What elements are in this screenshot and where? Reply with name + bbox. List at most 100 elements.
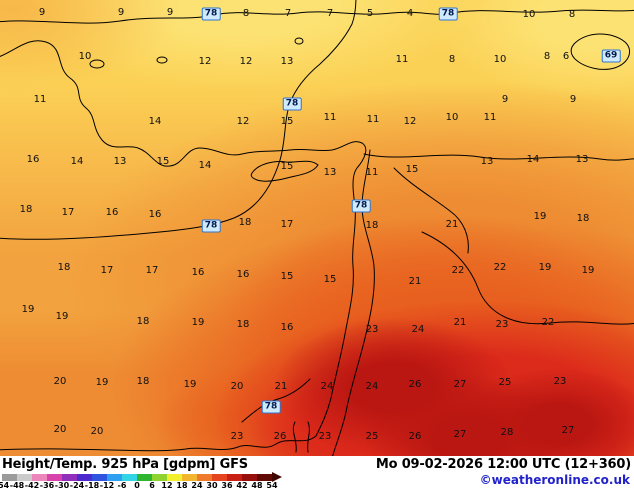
- temp-label: 19: [538, 262, 552, 273]
- copyright-link[interactable]: ©weatheronline.co.uk: [479, 473, 630, 487]
- legend-colorbar: [2, 474, 272, 481]
- temp-label: 22: [451, 265, 465, 276]
- temp-label: 19: [183, 379, 197, 390]
- temp-label: 28: [500, 427, 514, 438]
- temp-label: 20: [53, 376, 67, 387]
- temp-label: 23: [230, 431, 244, 442]
- temp-label: 11: [33, 94, 47, 105]
- legend-value: 6: [149, 481, 155, 490]
- temp-label: 19: [533, 211, 547, 222]
- contour-label: 78: [438, 7, 458, 21]
- legend-segment: [137, 474, 152, 481]
- temp-label: 8: [568, 9, 576, 20]
- legend-segment: [242, 474, 257, 481]
- temp-label: 19: [95, 377, 109, 388]
- temp-label: 9: [569, 94, 577, 105]
- temp-label: 14: [148, 116, 162, 127]
- temp-label: 25: [365, 431, 379, 442]
- legend-value: -36: [39, 481, 55, 490]
- legend-segment: [92, 474, 107, 481]
- contour-label: 78: [261, 400, 281, 414]
- legend-value: 48: [251, 481, 263, 490]
- temp-label: 24: [320, 381, 334, 392]
- temp-label: 12: [239, 56, 253, 67]
- temp-label: 21: [274, 381, 288, 392]
- temp-label: 14: [70, 156, 84, 167]
- temp-label: 11: [323, 112, 337, 123]
- temp-label: 16: [26, 154, 40, 165]
- temp-label: 15: [280, 161, 294, 172]
- temp-label: 12: [198, 56, 212, 67]
- legend-value: -30: [54, 481, 70, 490]
- legend-segment: [152, 474, 167, 481]
- legend-segment: [227, 474, 242, 481]
- temp-label: 23: [318, 431, 332, 442]
- temp-label: 17: [280, 219, 294, 230]
- temp-label: 11: [395, 54, 409, 65]
- temp-label: 15: [156, 156, 170, 167]
- temp-label: 27: [453, 379, 467, 390]
- legend-segment: [2, 474, 17, 481]
- legend-segment: [167, 474, 182, 481]
- temp-label: 7: [284, 8, 292, 19]
- temp-label: 19: [21, 304, 35, 315]
- legend-segment: [17, 474, 32, 481]
- temp-label: 11: [483, 112, 497, 123]
- map-datetime: Mo 09-02-2026 12:00 UTC (12+360): [375, 457, 631, 472]
- temp-label: 16: [148, 209, 162, 220]
- legend-value: 0: [134, 481, 140, 490]
- temp-label: 18: [238, 217, 252, 228]
- legend-value: -6: [117, 481, 127, 490]
- legend-segment: [212, 474, 227, 481]
- temp-label: 23: [495, 319, 509, 330]
- legend-segment: [257, 474, 272, 481]
- temp-label: 18: [136, 316, 150, 327]
- temp-label: 20: [90, 426, 104, 437]
- temp-label: 23: [553, 376, 567, 387]
- legend-value: 18: [176, 481, 188, 490]
- temp-label: 16: [191, 267, 205, 278]
- temp-label: 26: [408, 379, 422, 390]
- legend-segment: [77, 474, 92, 481]
- temp-label: 25: [498, 377, 512, 388]
- footer: Height/Temp. 925 hPa [gdpm] GFS Mo 09-02…: [0, 456, 634, 490]
- temp-label: 10: [445, 112, 459, 123]
- temp-label: 21: [453, 317, 467, 328]
- map-lines: [0, 0, 634, 456]
- temp-label: 5: [366, 8, 374, 19]
- legend-segment: [107, 474, 122, 481]
- legend-segment: [32, 474, 47, 481]
- map-title: Height/Temp. 925 hPa [gdpm] GFS: [2, 457, 248, 472]
- temp-label: 8: [448, 54, 456, 65]
- temp-label: 15: [323, 274, 337, 285]
- legend-value: 30: [206, 481, 218, 490]
- temp-label: 12: [403, 116, 417, 127]
- legend-arrow: [272, 472, 282, 482]
- temp-label: 18: [236, 319, 250, 330]
- temp-label: 23: [365, 324, 379, 335]
- contour-label: 69: [601, 49, 621, 63]
- legend-value: 12: [161, 481, 173, 490]
- temp-label: 11: [365, 167, 379, 178]
- temp-label: 18: [365, 220, 379, 231]
- temp-label: 7: [326, 8, 334, 19]
- temp-label: 10: [78, 51, 92, 62]
- temp-label: 19: [581, 265, 595, 276]
- legend-value: -24: [69, 481, 85, 490]
- contour-label: 78: [351, 199, 371, 213]
- legend-value: 42: [236, 481, 248, 490]
- legend-segment: [47, 474, 62, 481]
- temperature-field: [0, 0, 634, 456]
- temp-label: 18: [576, 213, 590, 224]
- temp-label: 20: [53, 424, 67, 435]
- temp-label: 27: [561, 425, 575, 436]
- temp-label: 15: [405, 164, 419, 175]
- temp-label: 21: [445, 219, 459, 230]
- legend-value: -42: [24, 481, 40, 490]
- country-borders: [363, 153, 634, 325]
- legend-segment: [62, 474, 77, 481]
- temp-label: 21: [408, 276, 422, 287]
- legend-value: -12: [99, 481, 115, 490]
- temp-label: 18: [57, 262, 71, 273]
- temp-label: 12: [236, 116, 250, 127]
